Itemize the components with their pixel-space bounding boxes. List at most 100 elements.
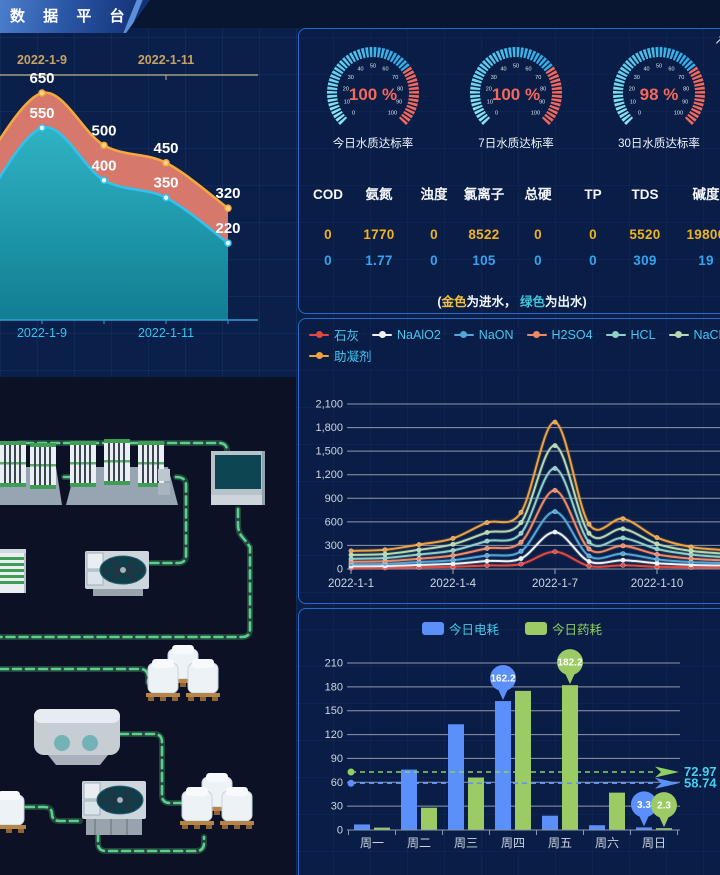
flow-point-label: 550 [29, 105, 54, 122]
dosing-y-tick: 300 [325, 540, 343, 552]
legend-marker [372, 330, 393, 339]
plant-3d-scene [0, 439, 265, 854]
gauge-tick-label: 80 [540, 87, 546, 93]
gauge-tick-label: 80 [397, 87, 403, 93]
table-note: (金色为进水， 绿色为出水) [437, 295, 587, 309]
gauge-tick-label: 50 [513, 64, 519, 70]
table-value-cell: 0 [430, 227, 438, 242]
table-value-cell: 0 [324, 253, 332, 268]
dosing-trend-panel: 石灰 NaAlO2 NaON H2SO4 HCL NaCLO 助凝剂 0 300 600 900… [298, 318, 720, 604]
table-header-cell: 氯离子 [463, 187, 505, 202]
gauge-value: 100 % [349, 85, 397, 104]
gauge-tick-label: 40 [500, 66, 506, 72]
table-header-cell: 浊度 [420, 187, 448, 202]
table-value-cell: 0 [430, 253, 438, 268]
gauge-tick-label: 70 [678, 75, 684, 81]
legend-marker [668, 330, 689, 339]
dosing-y-tick: 2,100 [315, 399, 343, 411]
legend-label: H2SO4 [551, 327, 593, 342]
chemical-bags-b [180, 772, 254, 829]
table-header-cell: COD [313, 187, 343, 202]
water-quality-panel: ↗ 0 10 20 30 40 50 60 70 80 90 100 100 % 今日水质达标率 0 10 2… [298, 28, 720, 314]
dosing-y-tick: 1,800 [315, 422, 343, 434]
expand-icon[interactable]: ↗ [714, 32, 720, 47]
consumption-y-tick: 180 [325, 681, 343, 693]
table-value-cell: 0 [589, 227, 597, 242]
gauge-tick-label: 80 [683, 87, 689, 93]
gauge-tick-label: 50 [656, 64, 662, 70]
dosing-line-chart: 0 300 600 900 1,200 1,500 1,800 2,100 2022-1-1 20… [315, 399, 720, 590]
table-value-cell: 0 [589, 253, 597, 268]
dosing-y-tick: 1,500 [315, 446, 343, 458]
dosing-x-tick: 2022-1-1 [328, 578, 374, 590]
gauge-tick-label: 90 [682, 99, 688, 105]
table-header-cell: 氨氮 [365, 187, 393, 202]
gauge-tick-label: 60 [668, 66, 674, 72]
legend-marker [309, 351, 329, 360]
flow-point-label: 220 [215, 220, 240, 237]
flow-bottom-axis-label: 2022-1-9 [17, 326, 67, 340]
avg-line-label: 72.97 [684, 764, 717, 779]
clarifier-top [85, 551, 149, 596]
legend-label: 今日电耗 [448, 623, 499, 637]
gauge-tick-label: 30 [634, 75, 640, 81]
pin-label: 162.2 [490, 674, 515, 685]
gauge-tick-label: 10 [487, 99, 493, 105]
consumption-x-label: 周日 [642, 836, 666, 850]
table-value-cell: 309 [633, 253, 657, 268]
membrane-rack-left [0, 441, 62, 505]
gauge-value: 98 % [640, 85, 679, 104]
legend-item-NaON[interactable]: NaON [453, 325, 514, 344]
consumption-x-label: 周五 [548, 836, 572, 850]
flow-top-axis-label: 2022-1-11 [138, 53, 194, 67]
consumption-y-tick: 30 [331, 801, 343, 813]
gauge-tick-label: 20 [629, 87, 635, 93]
legend-label: NaCLO [693, 327, 720, 342]
gauge-label: 今日水质达标率 [332, 138, 414, 150]
table-value-cell: 0 [534, 253, 542, 268]
clarifier-bottom [82, 781, 146, 835]
legend-item-今日药耗[interactable]: 今日药耗 [525, 619, 602, 638]
legend-item-H2SO4[interactable]: H2SO4 [526, 325, 593, 344]
legend-item-HCL[interactable]: HCL [605, 325, 656, 344]
consumption-x-label: 周一 [360, 836, 384, 850]
consumption-x-label: 周二 [407, 836, 431, 850]
legend-item-NaCLO[interactable]: NaCLO [668, 325, 720, 344]
flow-point-label: 450 [153, 140, 178, 157]
flow-top-axis-label: 2022-1-9 [17, 53, 67, 67]
legend-item-石灰[interactable]: 石灰 [309, 325, 359, 344]
gauge-tick-label: 20 [343, 87, 349, 93]
legend-item-NaAlO2[interactable]: NaAlO2 [372, 325, 441, 344]
legend-item-助凝剂[interactable]: 助凝剂 [309, 346, 372, 365]
plant-3d-view[interactable] [0, 377, 296, 875]
gauge-tick-label: 0 [352, 110, 355, 116]
page-title: 数 据 平 台 [10, 8, 132, 25]
consumption-x-label: 周六 [595, 836, 619, 850]
table-value-cell: 0 [534, 227, 542, 242]
table-value-cell: 105 [472, 253, 496, 268]
gauge-tick-label: 0 [638, 110, 641, 116]
consumption-y-tick: 210 [325, 658, 343, 670]
table-header-cell: 总硬 [524, 187, 552, 202]
horizontal-tank [34, 709, 120, 765]
table-value-cell: 1770 [363, 227, 395, 242]
gauge-tick-label: 100 [388, 110, 397, 116]
gauge-tick-label: 10 [344, 99, 350, 105]
flow-bottom-axis-label: 2022-1-11 [138, 326, 194, 340]
legend-swatch [525, 622, 547, 635]
gauge-tick-label: 100 [531, 110, 540, 116]
legend-item-今日电耗[interactable]: 今日电耗 [421, 619, 499, 638]
legend-marker [605, 330, 626, 339]
note-gold: 金色 [441, 295, 467, 309]
consumption-x-label: 周四 [501, 836, 525, 850]
gauge-tick-label: 10 [630, 99, 636, 105]
dosing-x-tick: 2022-1-7 [532, 578, 578, 590]
dosing-y-tick: 600 [325, 516, 343, 528]
flow-point-label: 350 [153, 175, 178, 192]
gauge-tick-label: 90 [539, 99, 545, 105]
legend-swatch [421, 622, 444, 635]
chemical-bags-a [146, 644, 220, 701]
inlet-outlet-flow-panel: 2022-1-9 2022-1-11 650 500 450 320 550 400 350 22… [0, 40, 296, 355]
gauge-tick-label: 60 [382, 66, 388, 72]
